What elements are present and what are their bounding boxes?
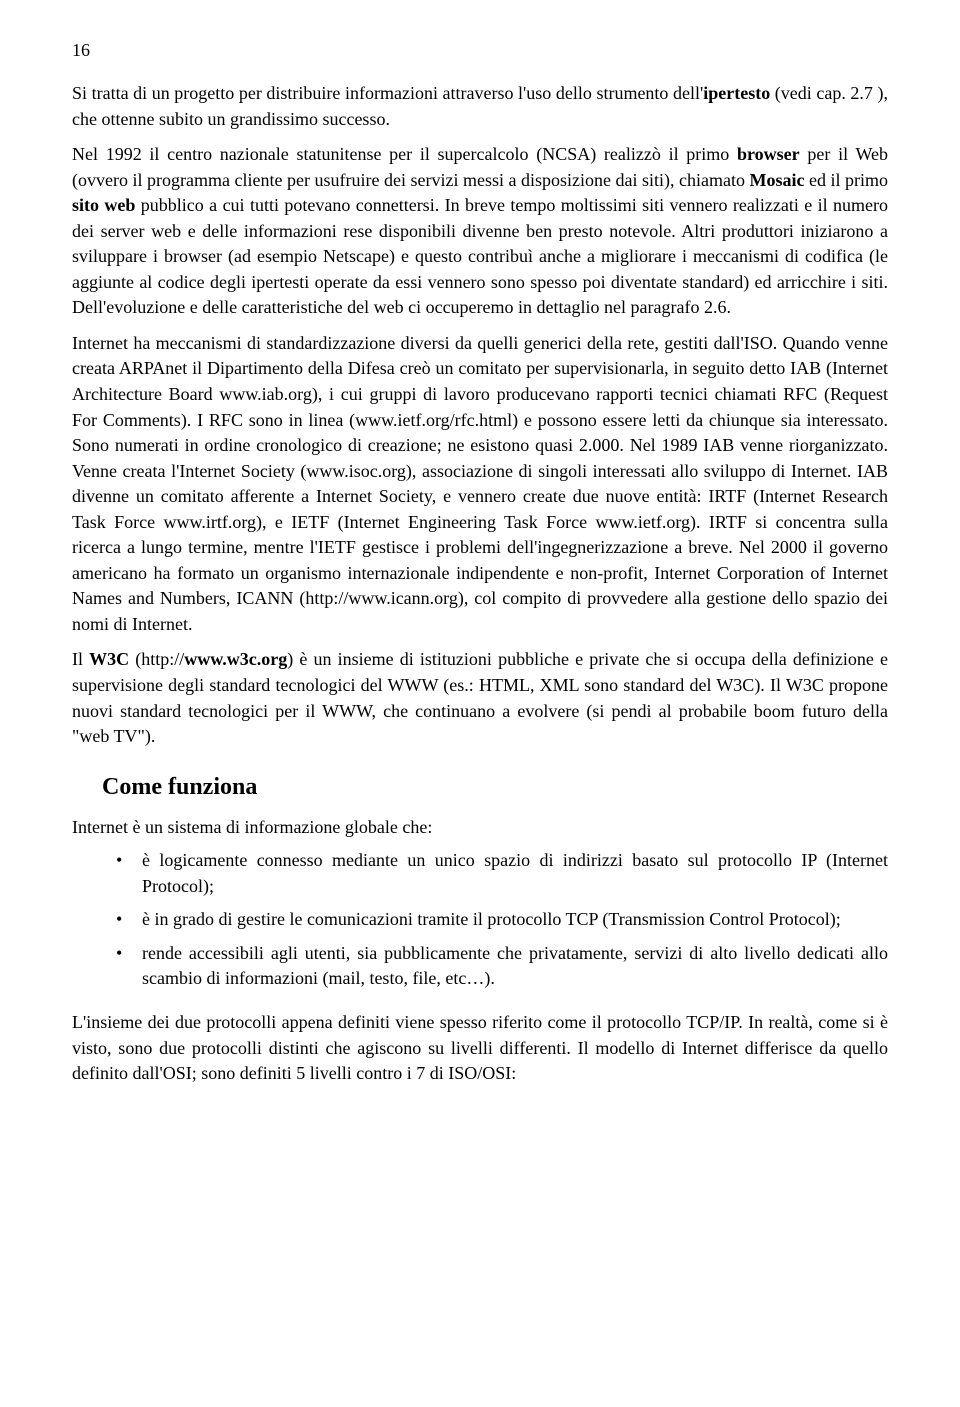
text-bold: Mosaic [749,170,804,190]
text: Si tratta di un progetto per distribuire… [72,83,703,103]
bullet-list: è logicamente connesso mediante un unico… [72,848,888,1000]
text: (http:// [129,649,184,669]
paragraph-1: Si tratta di un progetto per distribuire… [72,81,888,132]
text-bold: www.w3c.org [184,649,287,669]
bullet-intro: Internet è un sistema di informazione gl… [72,815,888,841]
text-bold: W3C [89,649,129,669]
text: pubblico a cui tutti potevano connetters… [72,195,888,317]
paragraph-3: Internet ha meccanismi di standardizzazi… [72,331,888,638]
list-item: è in grado di gestire le comunicazioni t… [72,907,888,941]
paragraph-5: L'insieme dei due protocolli appena defi… [72,1010,888,1087]
text-bold: sito web [72,195,135,215]
text: Nel 1992 il centro nazionale statunitens… [72,144,737,164]
document-page: 16 Si tratta di un progetto per distribu… [0,0,960,1157]
page-number: 16 [72,40,888,61]
paragraph-4: Il W3C (http://www.w3c.org) è un insieme… [72,647,888,749]
list-item: è logicamente connesso mediante un unico… [72,848,888,907]
text-bold: ipertesto [703,83,770,103]
text: Il [72,649,89,669]
text-bold: browser [737,144,800,164]
paragraph-2: Nel 1992 il centro nazionale statunitens… [72,142,888,321]
section-heading: Come funziona [102,774,888,801]
list-item: rende accessibili agli utenti, sia pubbl… [72,941,888,1000]
text: ed il primo [804,170,888,190]
